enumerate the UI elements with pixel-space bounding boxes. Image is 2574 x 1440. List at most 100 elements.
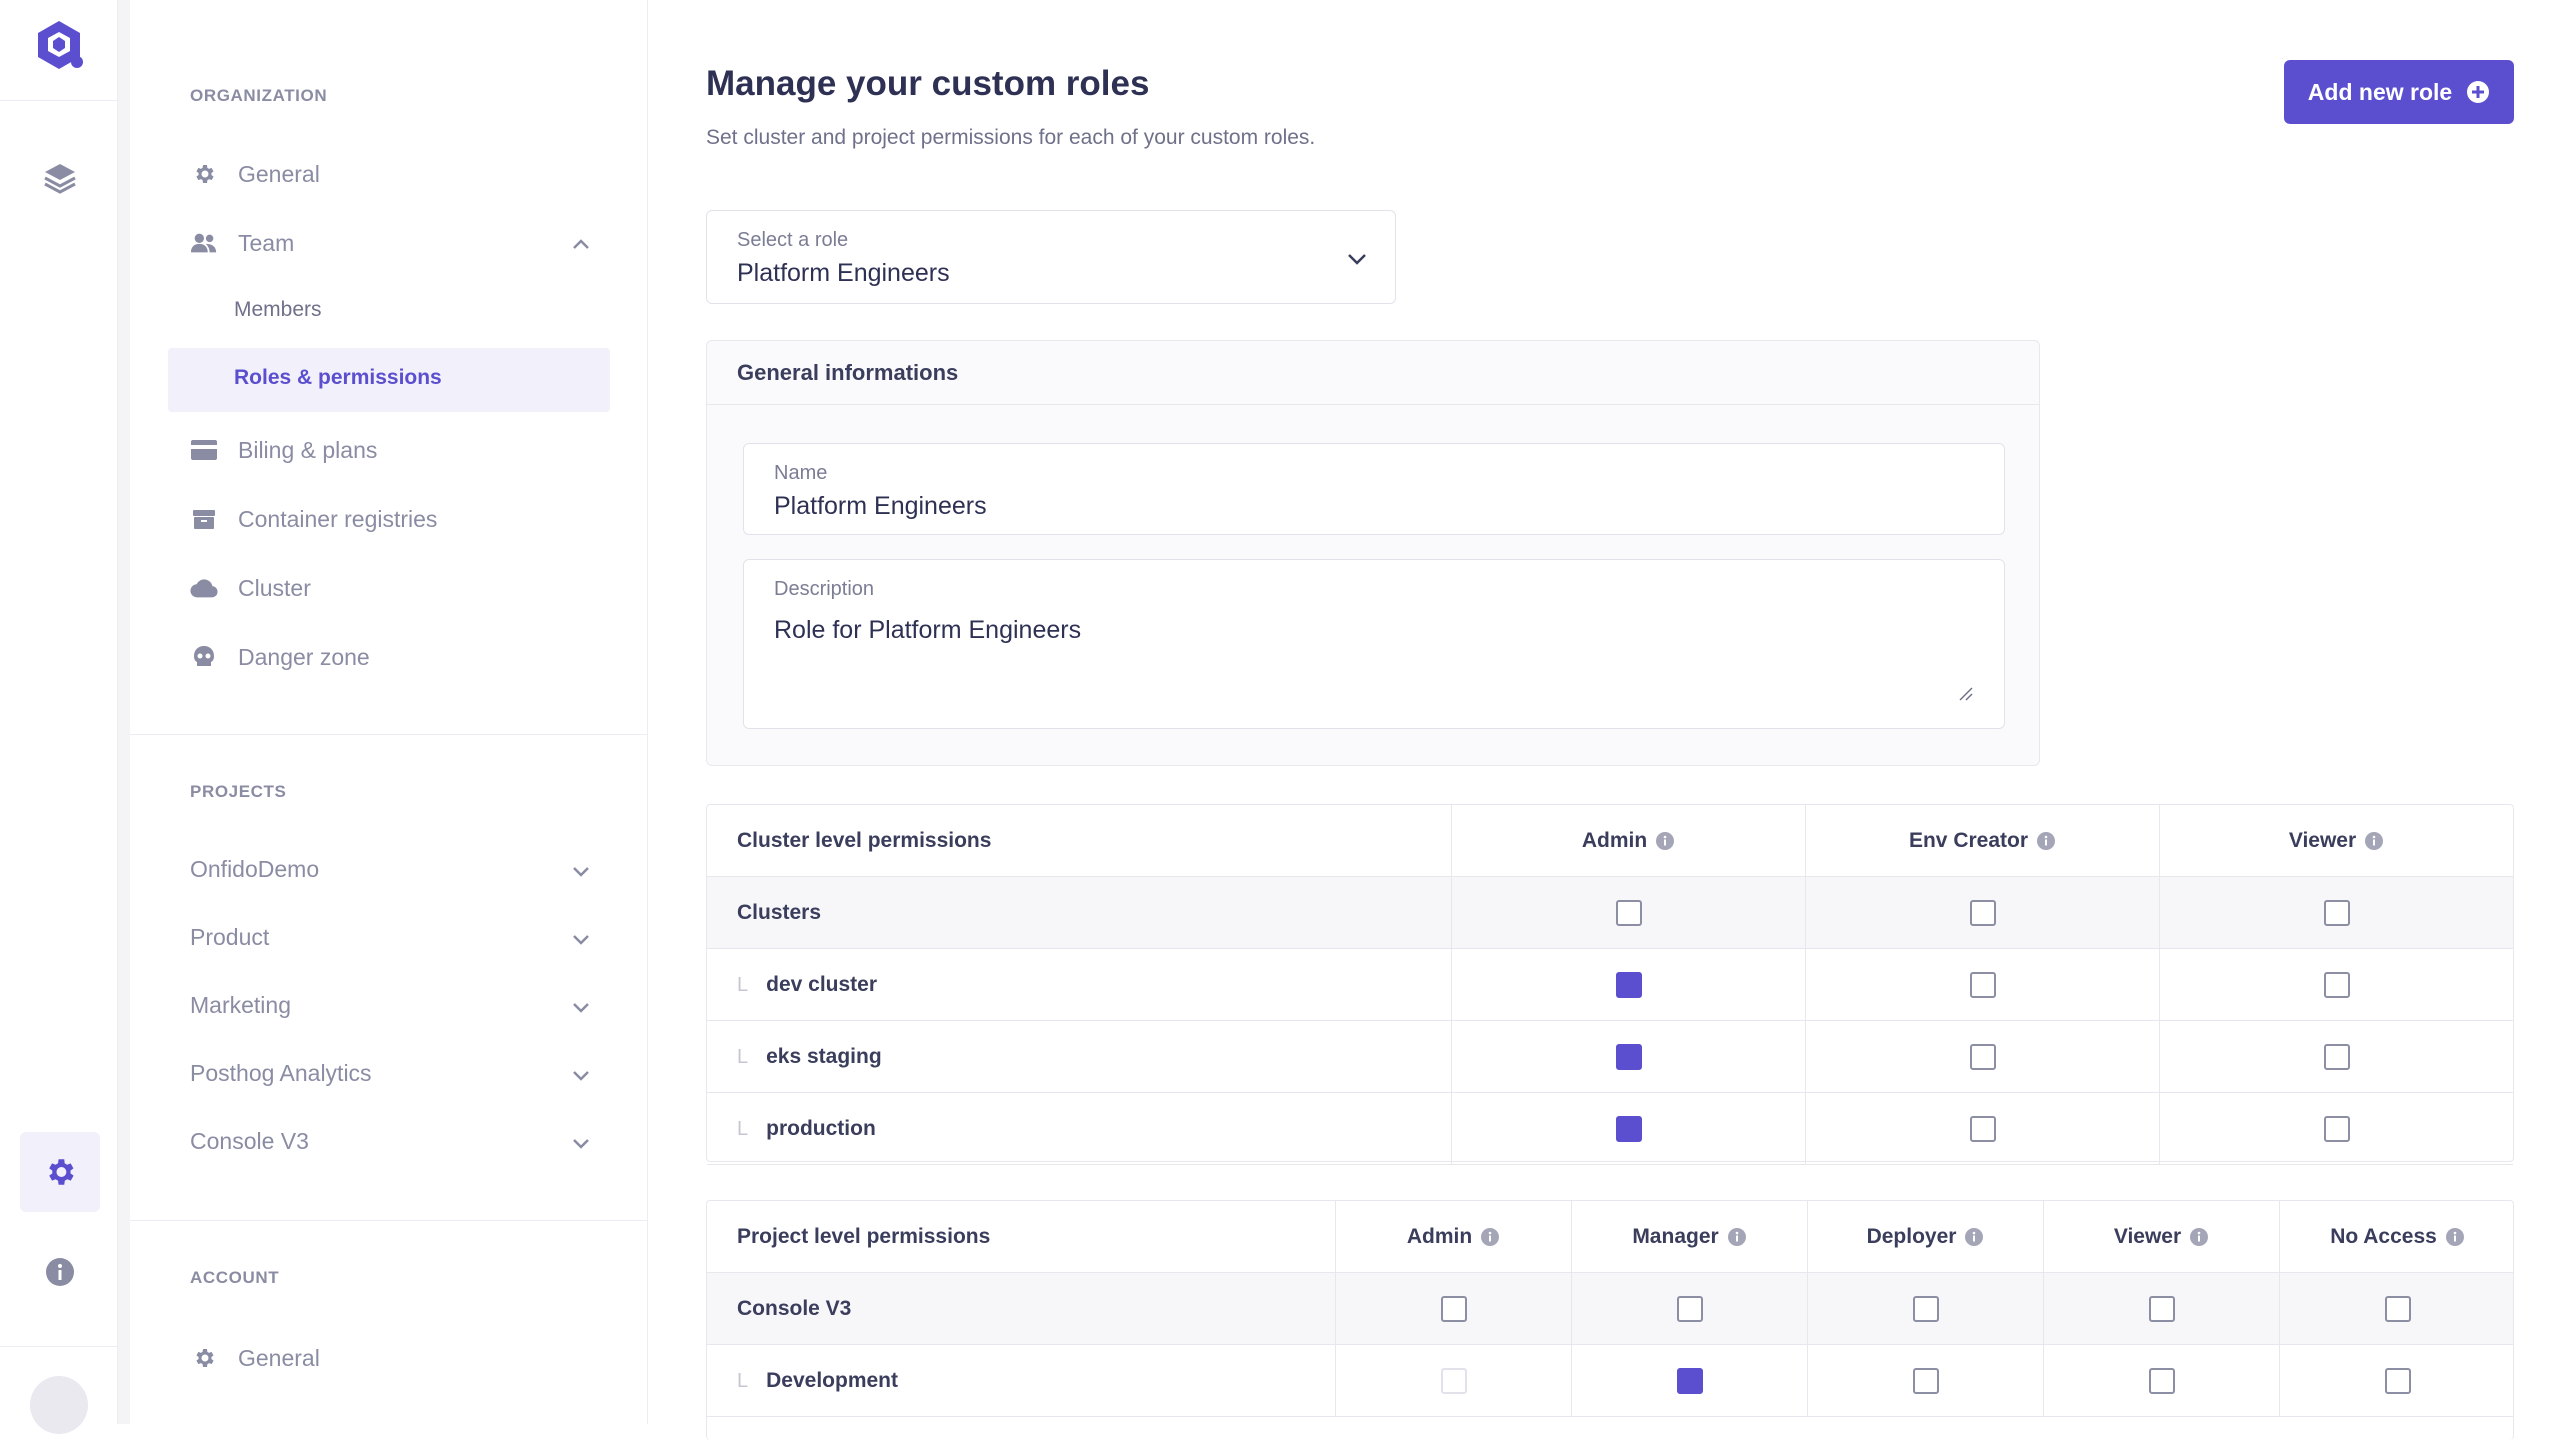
- chevron-down-icon[interactable]: [570, 928, 592, 950]
- avatar[interactable]: [30, 1376, 88, 1434]
- credit-card-icon: [190, 436, 218, 464]
- permission-checkbox[interactable]: [1969, 1044, 1996, 1070]
- chevron-down-icon: [1348, 254, 1366, 265]
- role-select[interactable]: Select a role Platform Engineers: [706, 210, 1396, 304]
- permission-checkbox[interactable]: [1969, 972, 1996, 998]
- page-subtitle: Set cluster and project permissions for …: [706, 126, 1316, 149]
- info-icon[interactable]: [44, 1256, 76, 1288]
- column-header-label: Viewer: [2113, 1225, 2182, 1248]
- sidebar-item-label: Members: [234, 298, 322, 321]
- sidebar-project-posthog-analytics[interactable]: Posthog Analytics: [190, 1060, 372, 1087]
- description-textarea[interactable]: Description Role for Platform Engineers: [743, 559, 2005, 729]
- row-label: L Development: [707, 1345, 1335, 1417]
- sidebar-item-general[interactable]: General: [190, 160, 320, 188]
- general-info-title: General informations: [707, 341, 2039, 405]
- column-header-label: Env Creator: [1908, 829, 2029, 852]
- table-header-row: Project level permissions Admin Manager Dep…: [707, 1201, 2513, 1273]
- column-header: Deployer: [1807, 1201, 2043, 1273]
- permission-checkbox[interactable]: [2323, 900, 2350, 926]
- chevron-up-icon[interactable]: [570, 234, 592, 256]
- permission-checkbox[interactable]: [2148, 1296, 2175, 1322]
- main-content: Manage your custom roles Set cluster and…: [648, 0, 2574, 1440]
- sidebar-item-team[interactable]: Team: [190, 229, 294, 257]
- permission-checkbox[interactable]: [2384, 1368, 2411, 1394]
- permission-checkbox[interactable]: [2384, 1296, 2411, 1322]
- info-icon[interactable]: [1480, 1227, 1500, 1247]
- permission-checkbox[interactable]: [1615, 1116, 1642, 1142]
- permission-checkbox[interactable]: [2323, 1044, 2350, 1070]
- permission-checkbox[interactable]: [1969, 900, 1996, 926]
- sidebar-item-roles-permissions[interactable]: Roles & permissions: [234, 366, 442, 390]
- info-icon[interactable]: [2364, 831, 2384, 851]
- permission-checkbox[interactable]: [2148, 1368, 2175, 1394]
- sidebar-account-general[interactable]: General: [190, 1344, 320, 1372]
- checkbox-cell: [2159, 949, 2513, 1021]
- row-label-text: production: [766, 1117, 876, 1140]
- column-header: Viewer: [2043, 1201, 2279, 1273]
- column-header-label: Deployer: [1866, 1225, 1957, 1248]
- table-title: Project level permissions: [737, 1225, 991, 1248]
- permission-checkbox[interactable]: [1615, 972, 1642, 998]
- info-icon[interactable]: [2445, 1227, 2465, 1247]
- sidebar-item-members[interactable]: Members: [234, 298, 322, 322]
- sidebar-project-console-v3[interactable]: Console V3: [190, 1128, 309, 1155]
- chevron-down-icon[interactable]: [570, 1132, 592, 1154]
- child-indent-mark: L: [737, 1117, 749, 1140]
- permission-checkbox[interactable]: [1440, 1296, 1467, 1322]
- permission-checkbox[interactable]: [2323, 1116, 2350, 1142]
- column-header: Viewer: [2159, 805, 2513, 877]
- permission-checkbox[interactable]: [1912, 1368, 1939, 1394]
- sidebar-item-danger-zone[interactable]: Danger zone: [190, 643, 370, 671]
- sidebar-project-product[interactable]: Product: [190, 924, 269, 951]
- column-header-label: Manager: [1632, 1225, 1719, 1248]
- checkbox-cell: [2043, 1345, 2279, 1417]
- info-icon[interactable]: [1964, 1227, 1984, 1247]
- column-header: Admin: [1335, 1201, 1571, 1273]
- name-label: Name: [774, 462, 828, 484]
- add-new-role-button[interactable]: Add new role: [2284, 60, 2514, 124]
- chevron-down-icon[interactable]: [570, 1064, 592, 1086]
- sidebar-item-billing[interactable]: Biling & plans: [190, 436, 377, 464]
- chevron-down-icon[interactable]: [570, 996, 592, 1018]
- permission-checkbox[interactable]: [1676, 1296, 1703, 1322]
- logo-icon[interactable]: [32, 18, 86, 72]
- info-icon[interactable]: [1727, 1227, 1747, 1247]
- column-header: Manager: [1571, 1201, 1807, 1273]
- permission-checkbox[interactable]: [1912, 1296, 1939, 1322]
- checkbox-cell: [1451, 949, 1805, 1021]
- permission-checkbox[interactable]: [1615, 900, 1642, 926]
- settings-rail-button[interactable]: [20, 1132, 100, 1212]
- checkbox-cell: [1805, 1093, 2159, 1165]
- resize-handle-icon[interactable]: [1958, 686, 1974, 702]
- name-field[interactable]: Name Platform Engineers: [743, 443, 2005, 535]
- sidebar-item-label: Cluster: [238, 574, 311, 601]
- checkbox-cell: [2279, 1345, 2515, 1417]
- sidebar-project-marketing[interactable]: Marketing: [190, 992, 291, 1019]
- checkbox-cell: [1805, 877, 2159, 949]
- cloud-icon: [190, 574, 218, 602]
- row-label-text: dev cluster: [766, 973, 878, 996]
- info-icon[interactable]: [1655, 831, 1675, 851]
- info-icon[interactable]: [2189, 1227, 2209, 1247]
- checkbox-cell: [2279, 1273, 2515, 1345]
- sidebar-item-container-registries[interactable]: Container registries: [190, 505, 437, 533]
- project-label: Console V3: [190, 1128, 309, 1154]
- permission-checkbox[interactable]: [1969, 1116, 1996, 1142]
- info-icon[interactable]: [2036, 831, 2056, 851]
- permission-checkbox[interactable]: [1676, 1368, 1703, 1394]
- permission-checkbox[interactable]: [1615, 1044, 1642, 1070]
- sidebar-item-label: Container registries: [238, 505, 438, 532]
- chevron-down-icon[interactable]: [570, 860, 592, 882]
- permission-checkbox[interactable]: [2323, 972, 2350, 998]
- skull-icon: [190, 643, 218, 671]
- sidebar-item-cluster[interactable]: Cluster: [190, 574, 311, 602]
- general-info-card: General informations Name Platform Engin…: [706, 340, 2040, 766]
- checkbox-cell: [1805, 1021, 2159, 1093]
- column-header: Env Creator: [1805, 805, 2159, 877]
- layers-icon[interactable]: [42, 160, 78, 196]
- sidebar-project-onfidodemo[interactable]: OnfidoDemo: [190, 856, 319, 883]
